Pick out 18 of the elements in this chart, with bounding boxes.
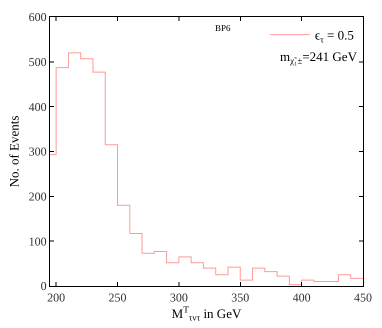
legend-label: ϵ$_{τ}$ = 0.5 bbox=[314, 28, 354, 44]
x-tick-label: 300 bbox=[170, 290, 188, 304]
y-tick-label: 300 bbox=[28, 144, 47, 159]
x-tick-label: 350 bbox=[231, 290, 250, 304]
annotation: BP6 bbox=[215, 23, 232, 33]
y-axis-title: No. of Events bbox=[6, 116, 22, 188]
y-tick-label: 600 bbox=[28, 10, 47, 24]
y-tick-label: 100 bbox=[28, 234, 47, 248]
y-tick-label: 200 bbox=[28, 190, 47, 204]
x-axis-title: M$^{T}$$_{τντ}$ in GeV bbox=[172, 304, 242, 323]
x-tick-label: 400 bbox=[292, 290, 311, 304]
y-tick-label: 0 bbox=[40, 279, 47, 294]
x-tick-label: 250 bbox=[108, 290, 127, 304]
x-tick-label: 450 bbox=[354, 290, 372, 304]
y-tick-label: 400 bbox=[28, 100, 47, 114]
y-tick-label: 500 bbox=[28, 55, 47, 70]
x-tick-label: 200 bbox=[47, 290, 66, 304]
annotation: m$_{χ̃₁±}$=241 GeV bbox=[280, 49, 358, 66]
